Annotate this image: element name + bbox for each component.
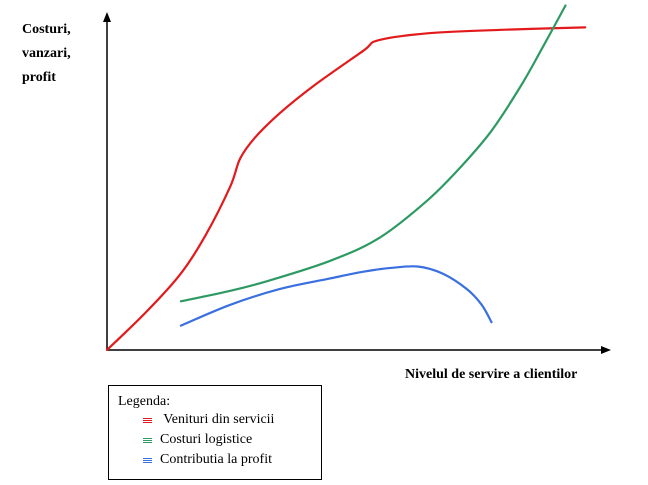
y-axis-label: Costuri, vanzari, profit [22, 18, 71, 90]
legend-item-costuri: Costuri logistice [143, 432, 252, 448]
series-layer [105, 4, 587, 352]
legend-swatch-costuri [143, 437, 152, 444]
y-axis-arrow [103, 12, 111, 22]
series-venituri-line [105, 26, 587, 352]
legend-label-costuri: Costuri logistice [160, 432, 253, 447]
series-contributia-line [179, 265, 493, 327]
x-axis-arrow [601, 346, 611, 354]
legend-swatch-venituri [143, 417, 152, 424]
legend-title: Legenda: [118, 394, 171, 409]
legend-item-venituri: Venituri din servicii [143, 412, 274, 428]
series-costuri-line [179, 4, 567, 303]
y-axis-label-line-1: Costuri, [22, 22, 71, 37]
legend: Legenda: Venituri din servicii Costuri l… [108, 385, 322, 480]
x-axis-label: Nivelul de servire a clientilor [405, 367, 578, 382]
legend-label-contributia: Contributia la profit [160, 452, 272, 467]
y-axis-label-line-3: profit [22, 70, 56, 85]
legend-item-contributia: Contributia la profit [143, 452, 272, 468]
axes [103, 12, 611, 354]
legend-swatch-contributia [143, 457, 152, 464]
legend-label-venituri: Venituri din servicii [160, 412, 275, 427]
y-axis-label-line-2: vanzari, [22, 46, 71, 61]
